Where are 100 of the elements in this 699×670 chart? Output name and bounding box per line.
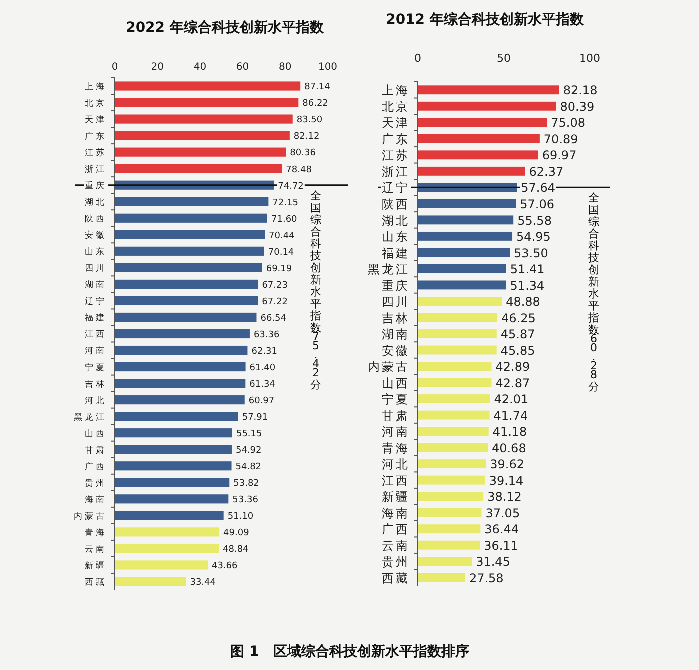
bar bbox=[418, 443, 488, 452]
y-tick-label: 贵州 bbox=[382, 555, 410, 570]
data-label: 80.39 bbox=[560, 100, 595, 114]
bar bbox=[418, 508, 482, 518]
data-label: 66.54 bbox=[260, 314, 287, 324]
data-label: 61.40 bbox=[250, 363, 276, 374]
data-label: 55.58 bbox=[518, 214, 552, 228]
bar bbox=[418, 118, 548, 128]
bar bbox=[418, 313, 498, 322]
bar bbox=[115, 396, 245, 405]
y-tick-label: 广西 bbox=[85, 461, 107, 472]
bar bbox=[115, 263, 262, 272]
data-label: 71.60 bbox=[272, 214, 298, 225]
data-label: 57.06 bbox=[520, 197, 555, 212]
y-tick-label: 贵州 bbox=[85, 478, 107, 489]
x-tick-label: 20 bbox=[151, 62, 164, 73]
y-tick-label: 云南 bbox=[382, 538, 410, 553]
data-label: 45.87 bbox=[500, 328, 536, 342]
data-label: 51.41 bbox=[510, 262, 545, 277]
bar bbox=[115, 312, 257, 322]
data-label: 70.44 bbox=[269, 231, 296, 242]
bar bbox=[418, 134, 540, 144]
y-tick-label: 江西 bbox=[85, 329, 107, 340]
y-tick-label: 天津 bbox=[382, 116, 410, 130]
y-tick-label: 四川 bbox=[382, 295, 410, 310]
y-tick-label: 北京 bbox=[85, 98, 107, 110]
bar bbox=[418, 248, 510, 258]
y-tick-label: 甘肃 bbox=[382, 408, 410, 423]
bar bbox=[115, 379, 246, 388]
data-label: 41.74 bbox=[494, 408, 528, 423]
y-tick-label: 河南 bbox=[382, 425, 410, 440]
data-label: 57.64 bbox=[521, 181, 556, 196]
y-tick-label: 山东 bbox=[382, 230, 410, 244]
data-label: 53.36 bbox=[232, 496, 259, 506]
bar bbox=[115, 131, 290, 140]
data-label: 82.18 bbox=[563, 84, 598, 98]
y-tick-label: 安徽 bbox=[382, 344, 410, 358]
text: 全国综合科技创新水平指数 60.28 分 bbox=[588, 192, 600, 394]
y-tick-label: 天津 bbox=[85, 114, 107, 126]
y-tick-label: 浙江 bbox=[85, 164, 107, 176]
bar bbox=[115, 528, 220, 537]
y-tick-label: 上海 bbox=[85, 81, 107, 92]
y-tick-label: 河北 bbox=[85, 395, 107, 406]
data-label: 42.01 bbox=[494, 392, 529, 407]
data-label: 31.45 bbox=[476, 555, 510, 570]
data-label: 86.22 bbox=[302, 99, 328, 110]
y-tick-label: 福建 bbox=[85, 312, 107, 324]
y-tick-label: 福建 bbox=[382, 246, 410, 260]
y-tick-label: 青海 bbox=[382, 441, 410, 456]
x-tick-label: 100 bbox=[318, 62, 338, 73]
data-label: 37.05 bbox=[486, 506, 520, 520]
y-tick-label: 江苏 bbox=[85, 148, 107, 159]
bar bbox=[115, 462, 232, 471]
bar bbox=[418, 460, 486, 469]
bar bbox=[115, 511, 224, 520]
data-label: 54.95 bbox=[516, 230, 551, 244]
y-tick-label: 广东 bbox=[382, 132, 410, 146]
x-tick-label: 80 bbox=[279, 62, 292, 73]
data-label: 69.19 bbox=[266, 264, 292, 274]
bar bbox=[115, 346, 248, 356]
y-tick-label: 安徽 bbox=[85, 230, 107, 242]
bar bbox=[418, 166, 526, 176]
y-tick-label: 江西 bbox=[382, 474, 410, 488]
bar bbox=[418, 573, 466, 582]
y-tick-label: 辽宁 bbox=[85, 296, 107, 308]
y-tick-label: 辽宁 bbox=[382, 181, 410, 196]
data-label: 82.12 bbox=[294, 132, 320, 142]
chart-title: 2012 年综合科技创新水平指数 bbox=[386, 11, 585, 28]
bar bbox=[115, 164, 282, 174]
bar bbox=[418, 102, 556, 111]
data-label: 51.10 bbox=[228, 512, 254, 522]
x-tick-label: 60 bbox=[236, 62, 250, 73]
bar bbox=[115, 246, 264, 256]
bar bbox=[418, 476, 486, 485]
data-label: 42.89 bbox=[496, 360, 530, 374]
y-tick-label: 宁夏 bbox=[382, 392, 410, 407]
data-label: 33.44 bbox=[190, 578, 216, 588]
bar bbox=[418, 394, 490, 404]
bar bbox=[115, 82, 301, 91]
bar bbox=[418, 378, 492, 388]
y-tick-label: 陕西 bbox=[85, 214, 107, 225]
y-tick-label: 新疆 bbox=[382, 490, 410, 504]
data-label: 39.14 bbox=[489, 474, 524, 488]
y-tick-label: 北京 bbox=[382, 100, 410, 114]
data-label: 49.09 bbox=[224, 528, 250, 539]
bar bbox=[418, 524, 481, 534]
data-label: 67.22 bbox=[262, 297, 288, 308]
y-tick-label: 河南 bbox=[85, 346, 107, 357]
bar bbox=[115, 362, 246, 372]
bar bbox=[418, 427, 489, 436]
x-tick-label: 40 bbox=[194, 62, 207, 73]
y-tick-label: 内蒙古 bbox=[368, 360, 410, 374]
data-label: 72.15 bbox=[272, 198, 298, 208]
bar bbox=[418, 346, 497, 355]
bar bbox=[115, 98, 299, 108]
y-tick-label: 湖南 bbox=[382, 328, 410, 342]
bar bbox=[418, 280, 506, 290]
y-tick-label: 吉林 bbox=[85, 378, 107, 390]
y-tick-label: 湖北 bbox=[85, 197, 107, 208]
bar bbox=[115, 478, 230, 488]
